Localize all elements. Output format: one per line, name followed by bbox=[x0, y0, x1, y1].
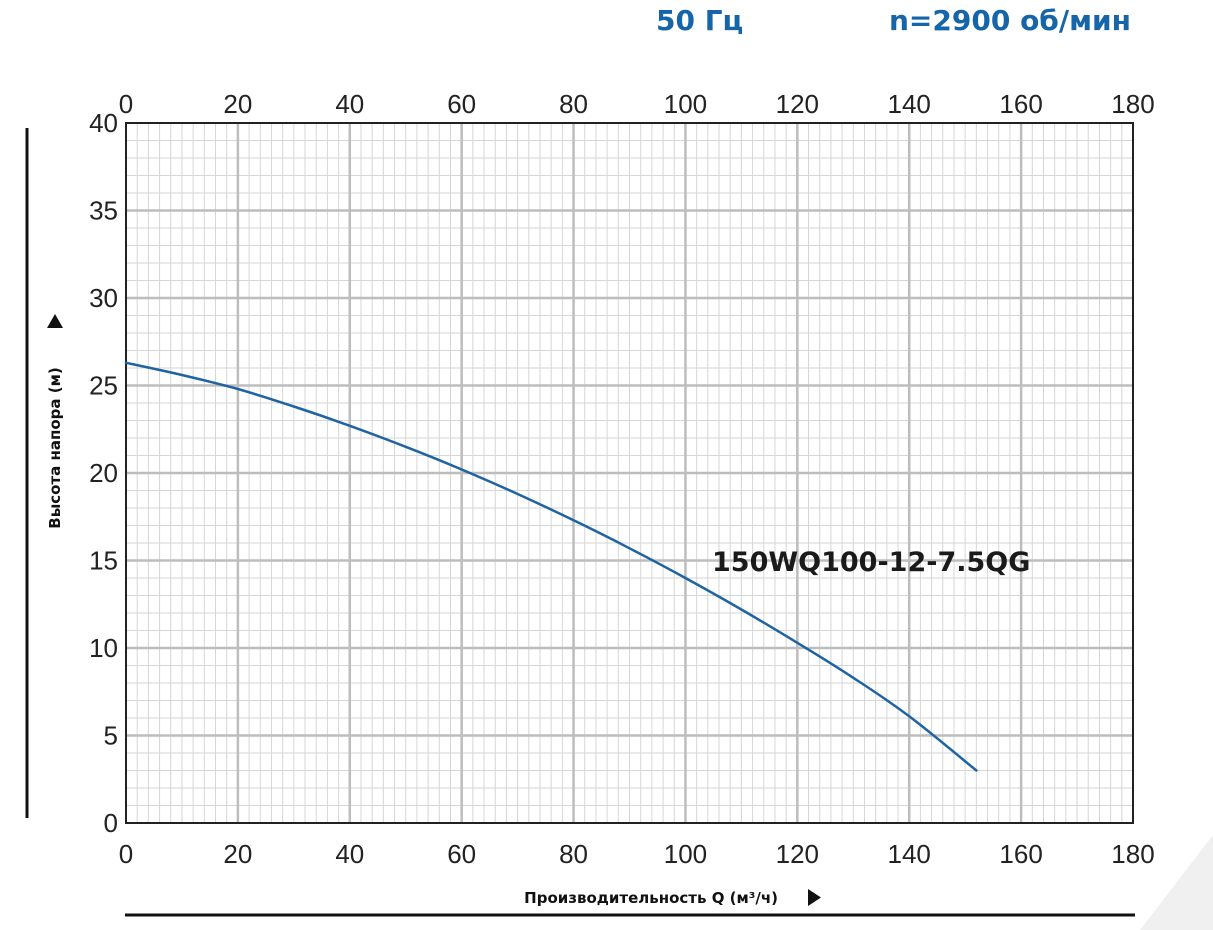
x-tick-label-bottom: 120 bbox=[776, 839, 819, 869]
y-tick-label: 5 bbox=[104, 721, 118, 751]
x-tick-label-top: 180 bbox=[1111, 89, 1154, 119]
y-axis-title: Высота напора (м) bbox=[46, 367, 64, 528]
x-tick-label-bottom: 80 bbox=[559, 839, 588, 869]
x-tick-label-bottom: 0 bbox=[119, 839, 133, 869]
x-tick-label-top: 20 bbox=[223, 89, 252, 119]
y-tick-labels: 0 5 10 15 20 25 30 35 40 bbox=[89, 108, 118, 838]
y-tick-label: 15 bbox=[89, 546, 118, 576]
x-tick-label-top: 100 bbox=[664, 89, 707, 119]
x-tick-labels-bottom: 0 20 40 60 80 100 120 140 160 180 bbox=[119, 839, 1155, 869]
x-tick-label-bottom: 40 bbox=[335, 839, 364, 869]
x-tick-labels-top: 0 20 40 60 80 100 120 140 160 180 bbox=[119, 89, 1155, 119]
y-axis-arrow-icon bbox=[47, 314, 63, 328]
series-label: 150WQ100-12-7.5QG bbox=[712, 547, 1030, 578]
x-tick-label-top: 120 bbox=[776, 89, 819, 119]
y-tick-label: 25 bbox=[89, 371, 118, 401]
grid-major bbox=[126, 123, 1133, 823]
y-tick-label: 20 bbox=[89, 458, 118, 488]
x-tick-label-top: 40 bbox=[335, 89, 364, 119]
x-tick-label-top: 160 bbox=[999, 89, 1042, 119]
y-tick-label: 30 bbox=[89, 283, 118, 313]
x-tick-label-top: 60 bbox=[447, 89, 476, 119]
x-tick-label-top: 80 bbox=[559, 89, 588, 119]
x-axis-arrow-icon bbox=[808, 889, 821, 906]
y-tick-label: 10 bbox=[89, 633, 118, 663]
x-tick-label-bottom: 180 bbox=[1111, 839, 1154, 869]
x-tick-label-bottom: 140 bbox=[888, 839, 931, 869]
x-tick-label-top: 0 bbox=[119, 89, 133, 119]
y-tick-label: 0 bbox=[104, 808, 118, 838]
y-tick-label: 35 bbox=[89, 196, 118, 226]
frequency-label: 50 Гц bbox=[656, 4, 744, 37]
speed-label: n=2900 об/мин bbox=[889, 4, 1131, 37]
x-tick-label-bottom: 20 bbox=[223, 839, 252, 869]
x-tick-label-top: 140 bbox=[888, 89, 931, 119]
series-line bbox=[124, 361, 978, 772]
x-tick-label-bottom: 160 bbox=[999, 839, 1042, 869]
corner-decoration bbox=[1140, 835, 1213, 930]
y-tick-label: 40 bbox=[89, 108, 118, 138]
x-tick-label-bottom: 100 bbox=[664, 839, 707, 869]
plot-frame bbox=[125, 122, 1134, 824]
x-tick-label-bottom: 60 bbox=[447, 839, 476, 869]
series-layer: 150WQ100-12-7.5QG bbox=[124, 361, 1030, 772]
x-axis-title: Производительность Q (м³/ч) bbox=[524, 889, 778, 907]
